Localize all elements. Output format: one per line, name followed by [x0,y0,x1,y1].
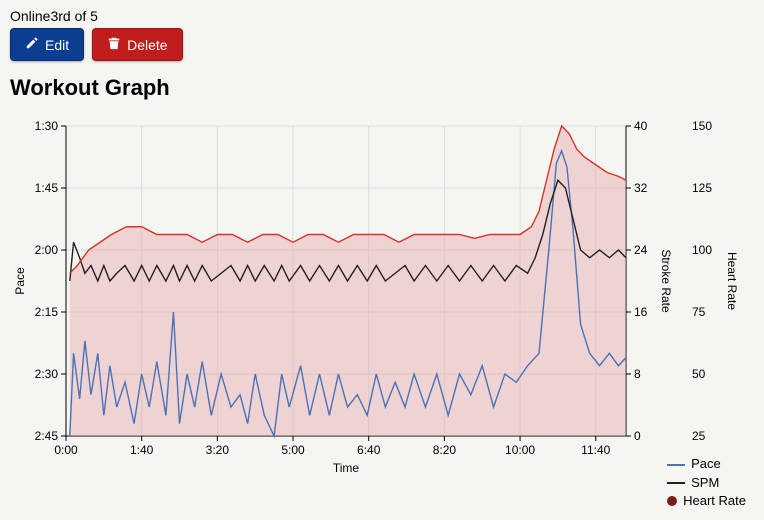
legend-hr-label: Heart Rate [683,492,746,510]
pencil-icon [25,36,39,53]
legend-spm-label: SPM [691,474,719,492]
button-row: Edit Delete [0,26,764,61]
legend-item-pace: Pace [667,455,746,473]
svg-text:50: 50 [692,367,706,381]
delete-button-label: Delete [127,37,167,53]
legend-item-spm: SPM [667,474,746,492]
svg-text:Time: Time [333,461,360,475]
workout-chart: 0:00 1:40 3:20 5:00 6:40 8:20 10:00 11:40 Time 1:… [10,116,754,501]
position-text: 3rd of 5 [50,8,97,24]
svg-text:11:40: 11:40 [581,443,610,457]
legend-pace-label: Pace [691,455,721,473]
status-text: Online [10,8,50,24]
svg-text:0: 0 [634,429,641,443]
svg-text:16: 16 [634,305,648,319]
legend-pace-swatch [667,464,685,466]
status-line: Online3rd of 5 [0,0,764,26]
svg-text:24: 24 [634,243,648,257]
svg-text:40: 40 [634,119,648,133]
legend-item-hr: Heart Rate [667,492,746,510]
svg-text:2:45: 2:45 [35,429,59,443]
svg-text:8:20: 8:20 [433,443,457,457]
svg-text:75: 75 [692,305,706,319]
svg-text:Heart Rate: Heart Rate [725,252,739,310]
trash-icon [107,36,121,53]
page-title: Workout Graph [10,75,754,101]
svg-text:32: 32 [634,181,648,195]
svg-text:100: 100 [692,243,712,257]
svg-text:150: 150 [692,119,712,133]
svg-text:8: 8 [634,367,641,381]
svg-text:10:00: 10:00 [505,443,535,457]
legend: Pace SPM Heart Rate [667,455,746,510]
svg-text:1:40: 1:40 [130,443,154,457]
svg-text:25: 25 [692,429,706,443]
svg-text:1:30: 1:30 [35,119,59,133]
svg-text:5:00: 5:00 [281,443,305,457]
svg-text:Pace: Pace [13,267,27,295]
edit-button-label: Edit [45,37,69,53]
svg-text:2:30: 2:30 [35,367,59,381]
svg-text:1:45: 1:45 [35,181,59,195]
svg-text:0:00: 0:00 [54,443,78,457]
legend-spm-swatch [667,482,685,484]
delete-button[interactable]: Delete [92,28,182,61]
svg-text:Stroke Rate: Stroke Rate [659,249,673,313]
svg-text:2:15: 2:15 [35,305,59,319]
edit-button[interactable]: Edit [10,28,84,61]
legend-hr-swatch [667,496,677,506]
svg-text:6:40: 6:40 [357,443,381,457]
svg-text:2:00: 2:00 [35,243,59,257]
svg-text:125: 125 [692,181,712,195]
svg-text:3:20: 3:20 [206,443,230,457]
